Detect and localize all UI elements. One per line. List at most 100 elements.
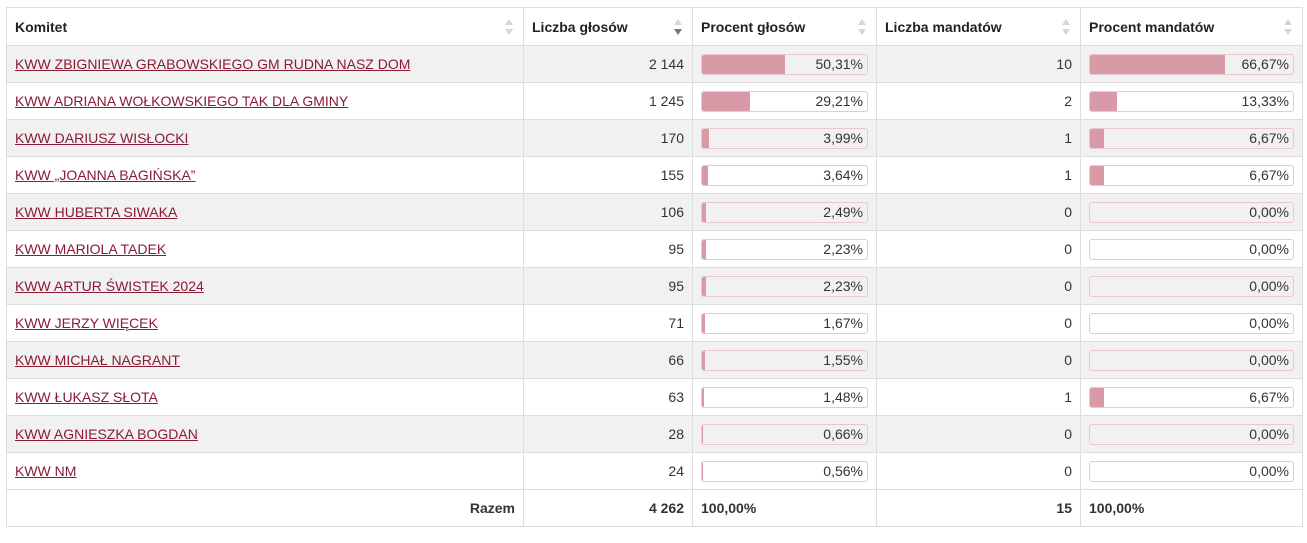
committee-link[interactable]: KWW MARIOLA TADEK (15, 241, 167, 257)
seats-cell: 10 (876, 45, 1081, 83)
committee-cell: KWW MICHAŁ NAGRANT (6, 341, 524, 379)
table-row: KWW JERZY WIĘCEK 71 1,67% 0 0,00% (6, 304, 1303, 342)
votes-percent-cell: 1,48% (692, 378, 877, 416)
seats-cell: 1 (876, 378, 1081, 416)
table-row: KWW ADRIANA WOŁKOWSKIEGO TAK DLA GMINY 1 … (6, 82, 1303, 120)
seats-percent-label: 6,67% (1249, 388, 1289, 405)
votes-percent-label: 2,23% (823, 240, 863, 257)
votes-percent-fill (702, 350, 705, 370)
header-seats-label: Liczba mandatów (885, 18, 1002, 35)
header-votes-percent-label: Procent głosów (701, 18, 806, 35)
seats-percent-cell: 66,67% (1080, 45, 1303, 83)
committee-link[interactable]: KWW JERZY WIĘCEK (15, 315, 158, 331)
committee-cell: KWW HUBERTA SIWAKA (6, 193, 524, 231)
votes-percent-bar: 50,31% (701, 53, 868, 75)
votes-percent-bar: 2,23% (701, 275, 868, 297)
committee-link[interactable]: KWW ZBIGNIEWA GRABOWSKIEGO GM RUDNA NASZ… (15, 56, 411, 72)
committee-cell: KWW ARTUR ŚWISTEK 2024 (6, 267, 524, 305)
committee-link[interactable]: KWW HUBERTA SIWAKA (15, 204, 178, 220)
votes-cell: 71 (523, 304, 693, 342)
header-seats[interactable]: Liczba mandatów (876, 7, 1081, 46)
seats-percent-bar: 0,00% (1089, 312, 1294, 334)
table-row: KWW DARIUSZ WISŁOCKI 170 3,99% 1 6,67% (6, 119, 1303, 157)
sort-icon[interactable] (504, 19, 513, 35)
sort-icon[interactable] (1061, 19, 1070, 35)
seats-percent-cell: 6,67% (1080, 119, 1303, 157)
seats-percent-fill (1090, 54, 1226, 74)
seats-percent-label: 0,00% (1249, 203, 1289, 220)
committee-link[interactable]: KWW ADRIANA WOŁKOWSKIEGO TAK DLA GMINY (15, 93, 349, 109)
seats-percent-bar: 13,33% (1089, 90, 1294, 112)
votes-percent-label: 1,67% (823, 314, 863, 331)
votes-percent-fill (702, 424, 704, 444)
sort-icon[interactable] (1283, 19, 1292, 35)
committee-link[interactable]: KWW ŁUKASZ SŁOTA (15, 389, 158, 405)
sort-icon[interactable] (857, 19, 866, 35)
seats-percent-label: 66,67% (1241, 55, 1289, 72)
votes-cell: 106 (523, 193, 693, 231)
sort-descending-icon[interactable] (673, 19, 682, 35)
votes-cell: 24 (523, 452, 693, 490)
seats-cell: 1 (876, 119, 1081, 157)
seats-percent-cell: 6,67% (1080, 378, 1303, 416)
seats-percent-bar: 0,00% (1089, 275, 1294, 297)
committee-link[interactable]: KWW ARTUR ŚWISTEK 2024 (15, 278, 204, 294)
votes-cell: 170 (523, 119, 693, 157)
seats-percent-bar: 0,00% (1089, 349, 1294, 371)
header-votes-percent[interactable]: Procent głosów (692, 7, 877, 46)
seats-percent-cell: 13,33% (1080, 82, 1303, 120)
seats-percent-total: 100,00% (1080, 489, 1303, 527)
committee-link[interactable]: KWW DARIUSZ WISŁOCKI (15, 130, 189, 146)
votes-percent-cell: 2,49% (692, 193, 877, 231)
seats-percent-cell: 0,00% (1080, 452, 1303, 490)
header-votes[interactable]: Liczba głosów (523, 7, 693, 46)
table-row: KWW NM 24 0,56% 0 0,00% (6, 452, 1303, 490)
table-body: KWW ZBIGNIEWA GRABOWSKIEGO GM RUDNA NASZ… (6, 45, 1303, 490)
votes-percent-fill (702, 165, 708, 185)
table-footer: Razem 4 262 100,00% 15 100,00% (6, 489, 1303, 527)
committee-link[interactable]: KWW AGNIESZKA BOGDAN (15, 426, 198, 442)
seats-percent-label: 0,00% (1249, 425, 1289, 442)
header-committee-label: Komitet (15, 18, 68, 35)
seats-percent-label: 0,00% (1249, 462, 1289, 479)
votes-cell: 28 (523, 415, 693, 453)
header-seats-percent[interactable]: Procent mandatów (1080, 7, 1303, 46)
votes-percent-fill (702, 461, 703, 481)
header-row: Komitet Liczba głosów Procent głosów Lic… (6, 7, 1303, 46)
votes-total: 4 262 (523, 489, 693, 527)
votes-percent-fill (702, 239, 706, 259)
seats-cell: 0 (876, 230, 1081, 268)
committee-link[interactable]: KWW „JOANNA BAGIŃSKA” (15, 167, 196, 183)
seats-percent-label: 0,00% (1249, 277, 1289, 294)
table-header: Komitet Liczba głosów Procent głosów Lic… (6, 7, 1303, 46)
committee-link[interactable]: KWW MICHAŁ NAGRANT (15, 352, 180, 368)
votes-percent-cell: 2,23% (692, 267, 877, 305)
seats-percent-fill (1090, 165, 1104, 185)
seats-cell: 0 (876, 415, 1081, 453)
seats-cell: 1 (876, 156, 1081, 194)
votes-cell: 95 (523, 267, 693, 305)
header-committee[interactable]: Komitet (6, 7, 524, 46)
votes-percent-cell: 0,66% (692, 415, 877, 453)
seats-cell: 2 (876, 82, 1081, 120)
committee-link[interactable]: KWW NM (15, 463, 77, 479)
seats-cell: 0 (876, 267, 1081, 305)
votes-percent-bar: 1,67% (701, 312, 868, 334)
votes-percent-label: 50,31% (815, 55, 863, 72)
votes-percent-cell: 3,64% (692, 156, 877, 194)
votes-cell: 155 (523, 156, 693, 194)
votes-cell: 66 (523, 341, 693, 379)
seats-percent-label: 0,00% (1249, 240, 1289, 257)
header-seats-percent-label: Procent mandatów (1089, 18, 1215, 35)
votes-percent-label: 3,64% (823, 166, 863, 183)
votes-percent-bar: 29,21% (701, 90, 868, 112)
seats-percent-bar: 6,67% (1089, 164, 1294, 186)
seats-percent-cell: 6,67% (1080, 156, 1303, 194)
votes-percent-cell: 29,21% (692, 82, 877, 120)
votes-percent-cell: 3,99% (692, 119, 877, 157)
votes-percent-bar: 1,55% (701, 349, 868, 371)
seats-cell: 0 (876, 193, 1081, 231)
table-row: KWW AGNIESZKA BOGDAN 28 0,66% 0 0,00% (6, 415, 1303, 453)
seats-percent-cell: 0,00% (1080, 230, 1303, 268)
